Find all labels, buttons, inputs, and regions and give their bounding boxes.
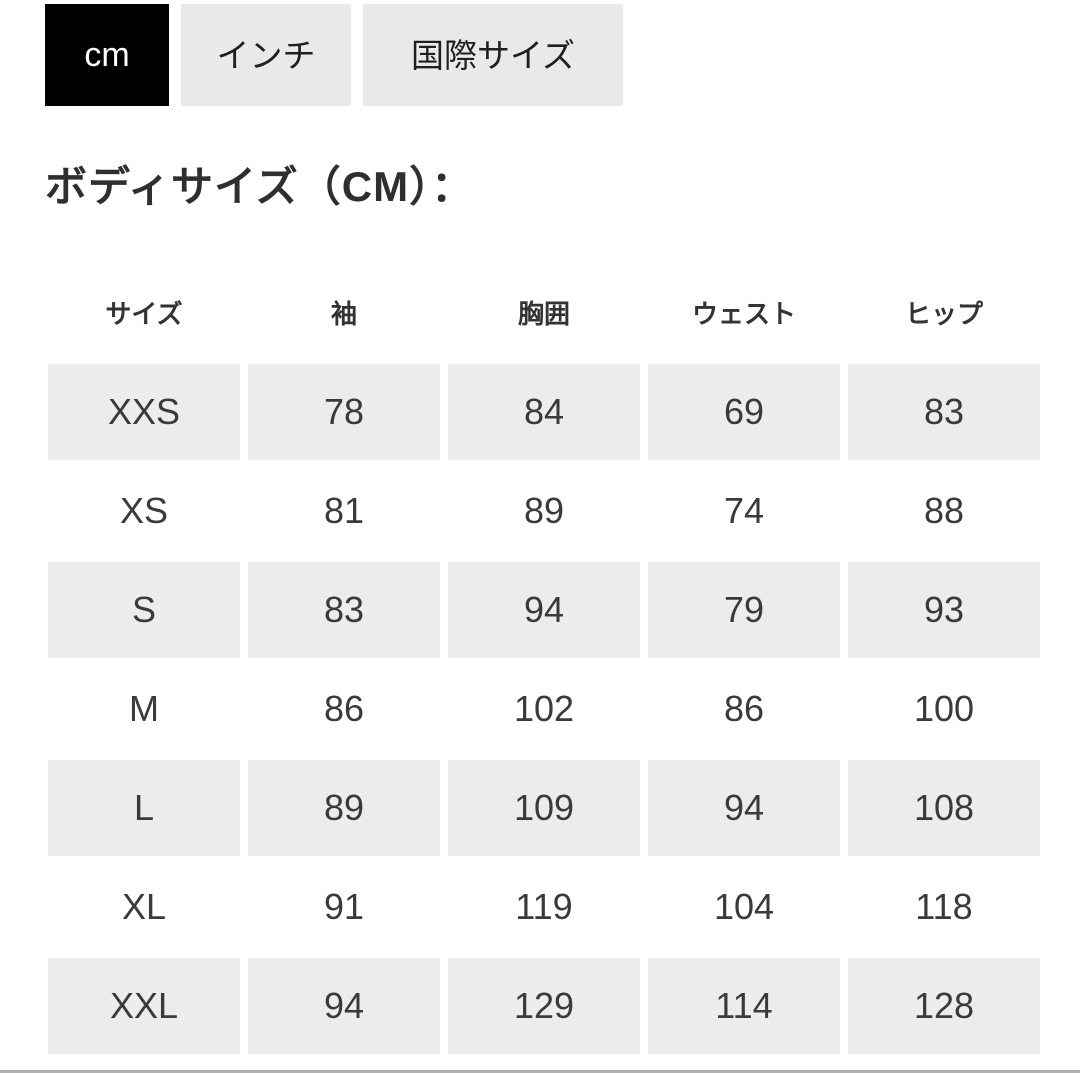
waist-value: 86: [648, 661, 840, 758]
size-label: XL: [48, 859, 240, 956]
hip-value: 83: [848, 364, 1040, 461]
waist-value: 94: [648, 760, 840, 857]
waist-value: 79: [648, 562, 840, 659]
size-label: XXL: [48, 958, 240, 1055]
table-row-xs: XS 81 89 74 88: [48, 463, 1040, 560]
tab-inch[interactable]: インチ: [181, 4, 351, 106]
column-header-sleeve: 袖: [330, 299, 357, 330]
chest-value: 109: [448, 760, 640, 857]
hip-value: 128: [848, 958, 1040, 1055]
sleeve-value: 78: [248, 364, 440, 461]
body-size-table: サイズ 袖 胸囲 ウェスト ヒップ XXS 78 84 69 83 XS 81 …: [48, 298, 1040, 1055]
chest-value: 102: [448, 661, 640, 758]
size-label: XXS: [48, 364, 240, 461]
table-row-xxl: XXL 94 129 114 128: [48, 958, 1040, 1055]
table-row-xxs: XXS 78 84 69 83: [48, 364, 1040, 461]
chest-value: 119: [448, 859, 640, 956]
chest-value: 129: [448, 958, 640, 1055]
table-header-row: サイズ 袖 胸囲 ウェスト ヒップ: [48, 298, 1040, 330]
table-row-m: M 86 102 86 100: [48, 661, 1040, 758]
table-row-s: S 83 94 79 93: [48, 562, 1040, 659]
sleeve-value: 81: [248, 463, 440, 560]
size-label: L: [48, 760, 240, 857]
chest-value: 89: [448, 463, 640, 560]
tab-international-size[interactable]: 国際サイズ: [363, 4, 623, 106]
bottom-divider: [0, 1070, 1080, 1073]
waist-value: 104: [648, 859, 840, 956]
column-header-size: サイズ: [105, 299, 183, 330]
sleeve-value: 94: [248, 958, 440, 1055]
table-row-l: L 89 109 94 108: [48, 760, 1040, 857]
hip-value: 108: [848, 760, 1040, 857]
hip-value: 118: [848, 859, 1040, 956]
table-row-xl: XL 91 119 104 118: [48, 859, 1040, 956]
sleeve-value: 91: [248, 859, 440, 956]
tab-cm[interactable]: cm: [45, 4, 169, 106]
chest-value: 84: [448, 364, 640, 461]
sleeve-value: 83: [248, 562, 440, 659]
sleeve-value: 89: [248, 760, 440, 857]
unit-tabs: cm インチ 国際サイズ: [45, 0, 1080, 106]
column-header-hip: ヒップ: [904, 299, 983, 330]
waist-value: 74: [648, 463, 840, 560]
size-label: M: [48, 661, 240, 758]
page-title: ボディサイズ（CM）：: [45, 163, 475, 210]
hip-value: 93: [848, 562, 1040, 659]
chest-value: 94: [448, 562, 640, 659]
column-header-chest: 胸囲: [517, 299, 570, 330]
hip-value: 100: [848, 661, 1040, 758]
waist-value: 69: [648, 364, 840, 461]
sleeve-value: 86: [248, 661, 440, 758]
waist-value: 114: [648, 958, 840, 1055]
hip-value: 88: [848, 463, 1040, 560]
column-header-waist: ウェスト: [691, 299, 796, 330]
size-label: S: [48, 562, 240, 659]
size-label: XS: [48, 463, 240, 560]
